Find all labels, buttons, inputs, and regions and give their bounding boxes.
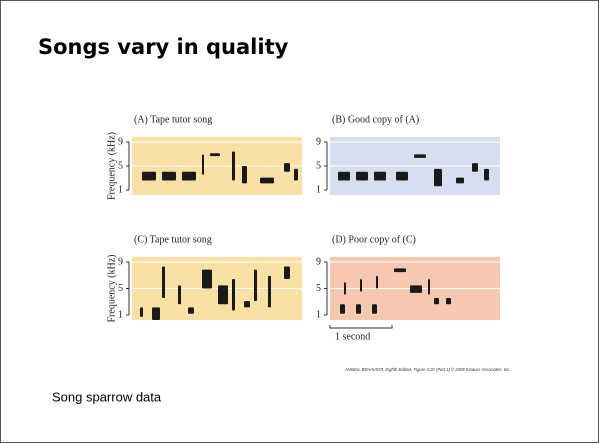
tick-label: 9: [118, 256, 123, 267]
syllable: [294, 169, 298, 181]
tick-label: 5: [316, 283, 321, 294]
slide: Songs vary in quality ANIMAL BEHAVIOR, E…: [0, 0, 600, 444]
panel-label: (C) Tape tutor song: [134, 234, 212, 245]
tick-label: 5: [316, 160, 321, 171]
syllable: [244, 301, 250, 307]
tick-label: 1: [118, 309, 123, 320]
panel-label: (A) Tape tutor song: [134, 114, 212, 125]
syllable: [218, 285, 228, 304]
tick-label: 1: [316, 309, 321, 320]
syllable: [140, 307, 143, 316]
tick-label: 5: [118, 160, 123, 171]
tick-label: 9: [118, 136, 123, 147]
syllable: [188, 307, 194, 313]
credit: ANIMAL BEHAVIOR, Eighth Edition, Figure …: [344, 367, 511, 372]
syllable: [260, 178, 274, 184]
tick-label: 9: [316, 136, 321, 147]
tick-label: 9: [316, 256, 321, 267]
syllable: [410, 285, 422, 293]
syllable: [456, 178, 464, 184]
syllable: [428, 279, 430, 295]
syllable: [434, 298, 439, 304]
syllable: [284, 266, 290, 279]
syllable: [344, 282, 346, 295]
syllable: [394, 268, 406, 272]
syllable: [242, 166, 247, 183]
syllable: [178, 285, 181, 304]
syllable: [254, 270, 257, 302]
syllable: [152, 307, 160, 320]
syllable: [232, 152, 235, 181]
caption: Song sparrow data: [52, 389, 162, 404]
syllable: [232, 279, 235, 311]
syllable: [356, 172, 368, 181]
syllable: [472, 163, 478, 172]
syllable: [340, 304, 345, 313]
syllable: [376, 276, 378, 289]
syllable: [446, 298, 451, 304]
tick-label: 5: [118, 283, 123, 294]
y-axis-label: Frequency (kHz): [106, 132, 117, 200]
scale-bar-label: 1 second: [335, 331, 370, 342]
syllable: [338, 172, 350, 181]
syllable: [434, 169, 442, 186]
syllable: [284, 163, 290, 172]
syllable: [162, 172, 176, 181]
syllable: [356, 304, 361, 313]
syllable: [202, 154, 204, 174]
syllable: [484, 169, 489, 181]
syllable: [396, 172, 408, 181]
y-axis-label: Frequency (kHz): [106, 254, 117, 322]
tick-label: 1: [118, 184, 123, 195]
slide-title: Songs vary in quality: [38, 35, 289, 59]
slide-frame: [1, 1, 599, 443]
syllable: [414, 154, 426, 157]
syllable: [202, 270, 212, 289]
syllable: [360, 279, 362, 292]
syllable: [182, 172, 196, 181]
tick-label: 1: [316, 184, 321, 195]
syllable: [210, 153, 220, 156]
syllable: [374, 172, 386, 181]
syllable: [372, 304, 377, 313]
syllable: [268, 276, 271, 308]
syllable: [162, 266, 165, 298]
panel-label: (D) Poor copy of (C): [332, 234, 416, 245]
syllable: [142, 172, 156, 181]
panel-label: (B) Good copy of (A): [332, 114, 419, 125]
